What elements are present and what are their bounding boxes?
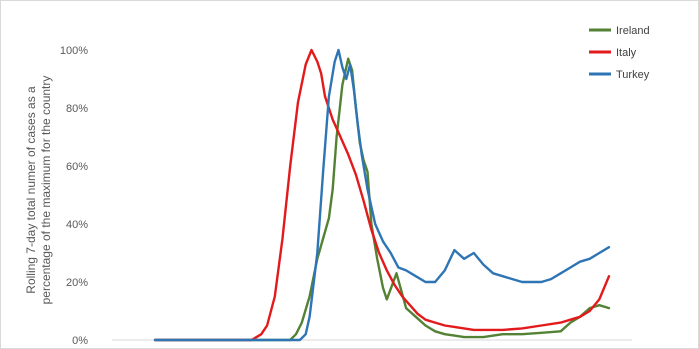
y-axis-title-line-1: Rolling 7-day total numer of cases as a — [24, 86, 38, 294]
y-axis-title-line-2: percentage of the maximum for the countr… — [39, 76, 53, 305]
y-tick-label: 0% — [72, 335, 88, 347]
series-line-italy — [153, 48, 611, 342]
y-tick-label: 40% — [66, 219, 88, 231]
legend-label-ireland: Ireland — [616, 25, 650, 37]
y-axis-ticks: 0% 20% 40% 60% 80% 100% — [60, 45, 88, 347]
legend: Ireland Italy Turkey — [589, 25, 650, 81]
legend-label-turkey: Turkey — [616, 69, 650, 81]
series-group — [153, 48, 611, 342]
y-axis-title: Rolling 7-day total numer of cases as a … — [24, 76, 53, 305]
y-tick-label: 100% — [60, 45, 88, 57]
y-tick-label: 80% — [66, 103, 88, 115]
series-line-turkey — [153, 48, 611, 342]
y-tick-label: 20% — [66, 277, 88, 289]
legend-label-italy: Italy — [616, 47, 637, 59]
y-tick-label: 60% — [66, 161, 88, 173]
